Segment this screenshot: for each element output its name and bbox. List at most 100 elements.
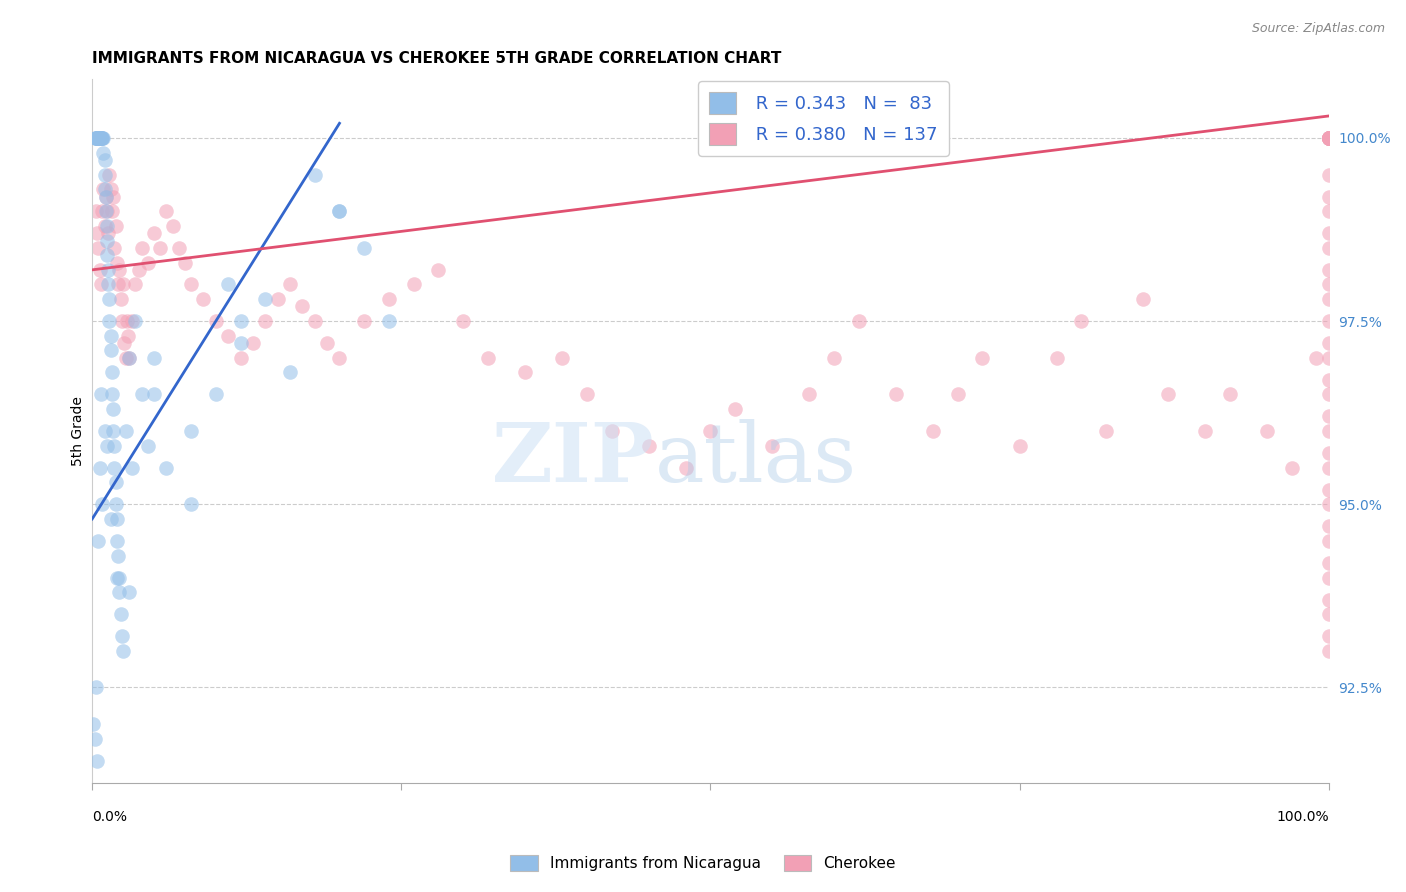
- Point: [1317, 131, 1340, 145]
- Point: [84, 131, 107, 145]
- Point: [149, 241, 172, 255]
- Point: [111, 314, 134, 328]
- Point: [108, 585, 131, 599]
- Point: [87, 533, 110, 548]
- Point: [93, 153, 115, 167]
- Point: [278, 277, 301, 292]
- Point: [94, 204, 117, 219]
- Point: [229, 336, 252, 351]
- Point: [180, 497, 202, 511]
- Point: [884, 387, 907, 401]
- Point: [103, 189, 125, 203]
- Point: [1256, 424, 1278, 438]
- Point: [378, 314, 401, 328]
- Point: [136, 255, 159, 269]
- Point: [98, 168, 121, 182]
- Point: [115, 314, 138, 328]
- Point: [1317, 131, 1340, 145]
- Point: [1317, 460, 1340, 475]
- Point: [1317, 446, 1340, 460]
- Point: [87, 241, 110, 255]
- Point: [1317, 409, 1340, 424]
- Point: [131, 241, 153, 255]
- Point: [1317, 483, 1340, 497]
- Point: [101, 204, 124, 219]
- Point: [84, 131, 107, 145]
- Point: [1317, 131, 1340, 145]
- Point: [118, 351, 141, 365]
- Point: [89, 263, 111, 277]
- Point: [107, 277, 129, 292]
- Point: [104, 497, 127, 511]
- Point: [1317, 131, 1340, 145]
- Point: [91, 145, 114, 160]
- Point: [1317, 277, 1340, 292]
- Point: [87, 131, 110, 145]
- Point: [1317, 424, 1340, 438]
- Point: [98, 314, 121, 328]
- Point: [97, 277, 120, 292]
- Point: [451, 314, 474, 328]
- Point: [94, 189, 117, 203]
- Point: [136, 439, 159, 453]
- Text: IMMIGRANTS FROM NICARAGUA VS CHEROKEE 5TH GRADE CORRELATION CHART: IMMIGRANTS FROM NICARAGUA VS CHEROKEE 5T…: [93, 51, 782, 66]
- Point: [124, 277, 146, 292]
- Point: [1317, 497, 1340, 511]
- Point: [124, 314, 146, 328]
- Point: [1317, 241, 1340, 255]
- Point: [1317, 570, 1340, 584]
- Point: [97, 226, 120, 240]
- Point: [86, 131, 108, 145]
- Point: [1281, 460, 1303, 475]
- Text: 0.0%: 0.0%: [93, 811, 127, 824]
- Point: [91, 204, 114, 219]
- Point: [513, 366, 536, 380]
- Point: [1317, 131, 1340, 145]
- Point: [1317, 189, 1340, 203]
- Point: [103, 241, 125, 255]
- Point: [84, 681, 107, 695]
- Point: [1317, 263, 1340, 277]
- Point: [1317, 131, 1340, 145]
- Point: [143, 351, 166, 365]
- Point: [1317, 387, 1340, 401]
- Point: [103, 460, 125, 475]
- Point: [131, 387, 153, 401]
- Point: [121, 460, 143, 475]
- Point: [100, 343, 122, 358]
- Point: [93, 424, 115, 438]
- Point: [675, 460, 697, 475]
- Point: [100, 328, 122, 343]
- Point: [1317, 204, 1340, 219]
- Point: [1070, 314, 1092, 328]
- Point: [1132, 292, 1154, 306]
- Point: [110, 292, 132, 306]
- Point: [205, 387, 228, 401]
- Point: [972, 351, 994, 365]
- Point: [761, 439, 783, 453]
- Point: [121, 314, 143, 328]
- Point: [89, 460, 111, 475]
- Point: [1317, 131, 1340, 145]
- Point: [1317, 131, 1340, 145]
- Point: [193, 292, 215, 306]
- Point: [1317, 336, 1340, 351]
- Point: [108, 263, 131, 277]
- Point: [1317, 629, 1340, 643]
- Point: [101, 387, 124, 401]
- Text: ZIP: ZIP: [492, 419, 655, 500]
- Point: [724, 402, 747, 417]
- Point: [112, 336, 135, 351]
- Point: [575, 387, 598, 401]
- Point: [112, 277, 135, 292]
- Point: [90, 277, 112, 292]
- Point: [110, 607, 132, 622]
- Point: [89, 131, 111, 145]
- Point: [96, 204, 118, 219]
- Text: 100.0%: 100.0%: [1277, 811, 1329, 824]
- Text: Source: ZipAtlas.com: Source: ZipAtlas.com: [1251, 22, 1385, 36]
- Point: [328, 204, 350, 219]
- Point: [1317, 131, 1340, 145]
- Point: [427, 263, 450, 277]
- Point: [291, 300, 314, 314]
